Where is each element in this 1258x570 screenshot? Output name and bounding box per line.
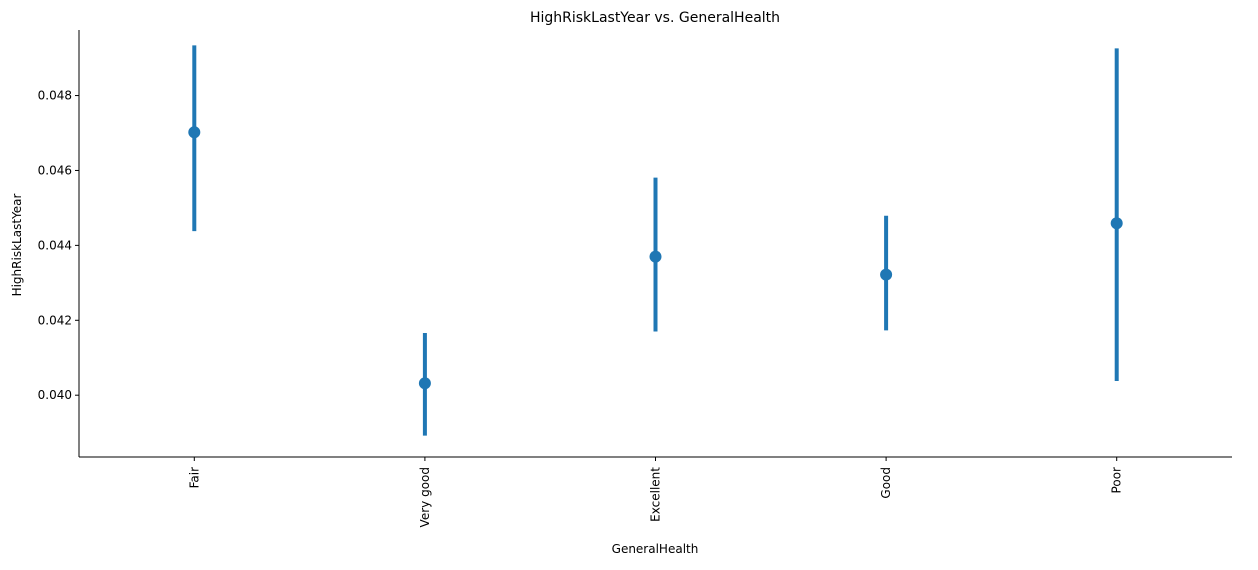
data-point bbox=[418, 377, 431, 390]
x-tick-label: Good bbox=[879, 467, 893, 499]
x-ticks: Fair Very good Excellent Good Poor bbox=[187, 457, 1124, 527]
x-tick-label: Poor bbox=[1110, 467, 1124, 493]
y-ticks: 0.040 0.042 0.044 0.046 0.048 bbox=[38, 89, 79, 402]
data-point bbox=[649, 250, 662, 263]
data-marks bbox=[188, 45, 1123, 436]
data-point bbox=[188, 126, 201, 139]
x-tick-label: Very good bbox=[418, 467, 432, 527]
y-axis-label: HighRiskLastYear bbox=[10, 194, 24, 297]
y-tick-label: 0.042 bbox=[38, 313, 72, 327]
x-axis-label: GeneralHealth bbox=[612, 542, 699, 556]
y-tick-label: 0.046 bbox=[38, 163, 72, 177]
chart-title: HighRiskLastYear vs. GeneralHealth bbox=[530, 10, 780, 26]
y-tick-label: 0.040 bbox=[38, 388, 72, 402]
data-point bbox=[880, 268, 893, 281]
y-tick-label: 0.048 bbox=[38, 89, 72, 103]
data-point bbox=[1110, 217, 1123, 230]
x-tick-label: Excellent bbox=[649, 467, 663, 522]
y-tick-label: 0.044 bbox=[38, 238, 72, 252]
x-tick-label: Fair bbox=[187, 467, 201, 488]
